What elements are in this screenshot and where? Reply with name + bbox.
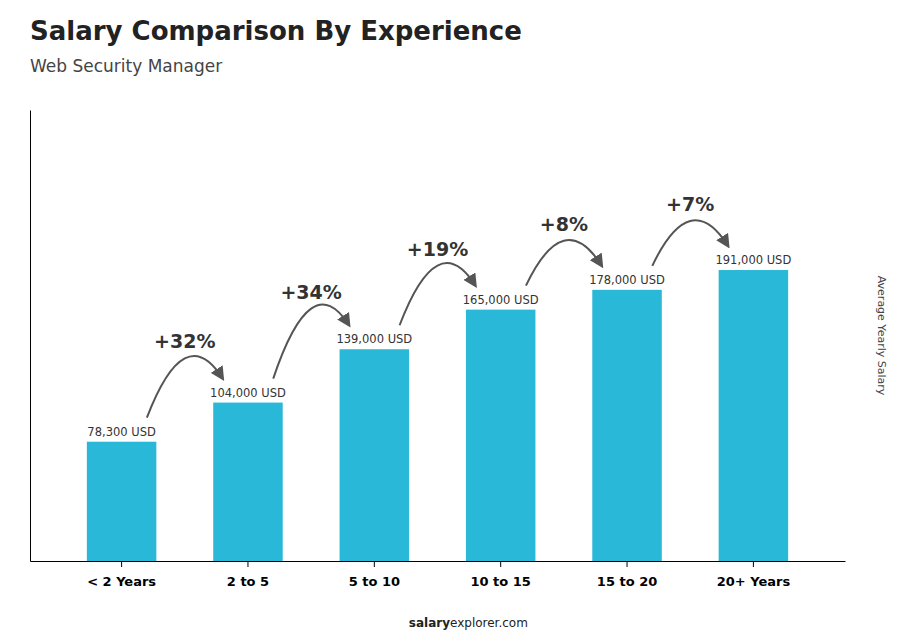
change-arc [652, 220, 728, 266]
tick: 15 to 20 [597, 561, 657, 589]
data-label: 191,000 USD [715, 253, 791, 267]
tick: 2 to 5 [227, 561, 269, 589]
footer: explorer.com [450, 616, 528, 630]
x-axis: < 2 Years 2 to 5 5 to 10 10 to 15 15 to 20 20… [31, 561, 846, 589]
tick-mark [121, 561, 122, 567]
data-label: 139,000 USD [336, 332, 412, 346]
annotation: +19% [407, 238, 468, 260]
tick-mark [374, 561, 375, 567]
data-labels: 78,300 USD 104,000 USD 139,000 USD 165,000 … [87, 253, 791, 439]
annotation: +34% [280, 281, 341, 303]
annotations: +32% +34% +19% +8% +7% [147, 193, 728, 418]
y-axis-title: Average Yearly Salary [875, 276, 888, 396]
y-axis [30, 111, 31, 562]
bar [719, 270, 788, 561]
tick-label: 2 to 5 [227, 574, 269, 589]
tick-label: < 2 Years [87, 574, 156, 589]
plot: < 2 Years 2 to 5 5 to 10 10 to 15 15 to 20 20… [31, 111, 846, 589]
tick-label: 15 to 20 [597, 574, 657, 589]
tick-mark [753, 561, 754, 567]
bar [213, 403, 282, 561]
change-arc [400, 263, 476, 325]
annotation: +8% [540, 213, 588, 235]
change-arc [273, 304, 349, 378]
axis-line [31, 561, 846, 562]
bar [87, 442, 156, 561]
bar [592, 290, 661, 561]
tick-mark [500, 561, 501, 567]
bar [466, 310, 535, 561]
bar [340, 349, 409, 561]
tick-label: 20+ Years [717, 574, 791, 589]
footer: salary [409, 616, 450, 630]
data-label: 104,000 USD [210, 386, 286, 400]
annotation: +7% [666, 193, 714, 215]
annotation: +32% [154, 330, 215, 352]
tick: 10 to 15 [470, 561, 530, 589]
tick: 20+ Years [717, 561, 791, 589]
tick: < 2 Years [87, 561, 156, 589]
axis-line [30, 111, 31, 562]
tick-mark [247, 561, 248, 567]
subtitle: Web Security Manager [30, 56, 222, 76]
change-arc [147, 356, 223, 418]
tick-label: 10 to 15 [470, 574, 530, 589]
chart: Salary Comparison By Experience Web Secur… [0, 0, 900, 641]
title: Salary Comparison By Experience [30, 16, 522, 46]
data-label: 165,000 USD [463, 293, 539, 307]
data-label: 78,300 USD [87, 425, 156, 439]
change-arc [526, 240, 602, 286]
tick-label: 5 to 10 [349, 574, 400, 589]
tick-mark [627, 561, 628, 567]
data-label: 178,000 USD [589, 273, 665, 287]
tick: 5 to 10 [349, 561, 400, 589]
bars [87, 270, 788, 561]
